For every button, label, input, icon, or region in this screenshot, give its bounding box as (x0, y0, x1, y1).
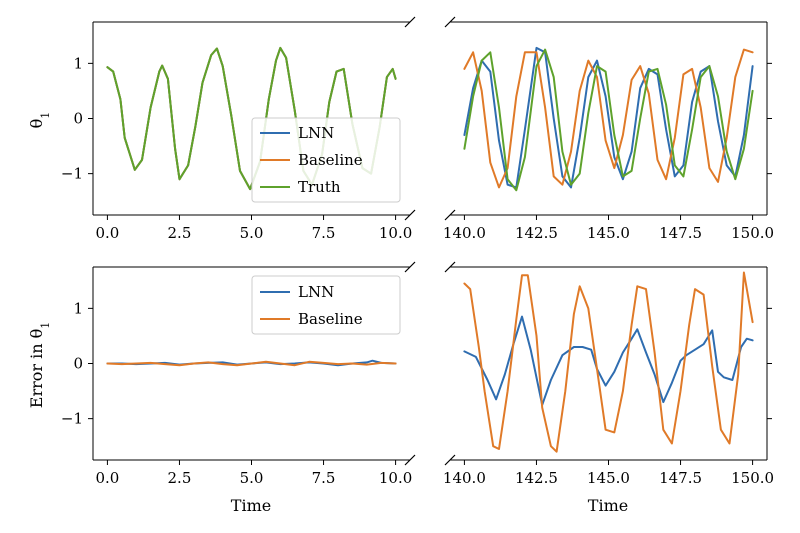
y-tick-label-bottom-left-0: −1 (61, 410, 83, 428)
series-line-bottom-left-baseline (106, 360, 397, 367)
legend-top-label-truth: Truth (298, 178, 341, 196)
y-tick-label-top-left-1: 0 (73, 110, 83, 128)
panel-top-left: 0.0 2.5 5.0 7.5 10.0 −1 0 1 (61, 16, 416, 242)
legend-bottom: LNN Baseline (251, 275, 401, 335)
series-line-bottom-right-baseline (463, 271, 754, 453)
y-tick-label-bottom-left-1: 0 (73, 355, 83, 373)
x-tick-label-top-left-4: 10.0 (379, 224, 412, 242)
x-tick-label-top-right-3: 147.5 (659, 224, 702, 242)
x-tick-label-top-right-2: 145.0 (587, 224, 630, 242)
x-tick-label-top-left-3: 7.5 (312, 224, 336, 242)
x-tick-label-top-right-1: 142.5 (515, 224, 558, 242)
x-tick-label-bottom-right-1: 142.5 (515, 469, 558, 487)
legend-top-label-lnn: LNN (298, 124, 334, 142)
legend-top-box (251, 117, 401, 203)
panel-bottom-right: 140.0 142.5 145.0 147.5 150.0 (443, 261, 774, 487)
x-tick-label-bottom-left-3: 7.5 (312, 469, 336, 487)
x-tick-label-bottom-right-0: 140.0 (443, 469, 486, 487)
x-axis-title-bottom-right: Time (588, 496, 628, 515)
x-tick-label-bottom-left-1: 2.5 (168, 469, 192, 487)
series-line-bottom-right-lnn (463, 315, 754, 406)
y-axis-title-bottom: Error in θ1 (27, 322, 52, 408)
axis-break-mark-top-left-0 (404, 16, 416, 28)
x-tick-label-top-left-2: 5.0 (240, 224, 264, 242)
x-tick-label-bottom-left-0: 0.0 (95, 469, 119, 487)
x-tick-label-top-left-1: 2.5 (168, 224, 192, 242)
series-line-top-left-truth (106, 46, 397, 191)
x-tick-label-top-left-0: 0.0 (95, 224, 119, 242)
axis-break-mark-top-left-1 (404, 209, 416, 221)
axis-break-mark-bottom-left-0 (404, 261, 416, 273)
x-tick-label-top-right-0: 140.0 (443, 224, 486, 242)
x-tick-label-bottom-right-2: 145.0 (587, 469, 630, 487)
y-tick-label-bottom-left-2: 1 (73, 299, 83, 317)
series-line-top-right-truth (463, 48, 754, 192)
axis-break-mark-top-right-0 (444, 16, 456, 28)
axis-break-mark-bottom-right-0 (444, 261, 456, 273)
axis-break-mark-bottom-left-1 (404, 454, 416, 466)
x-axis-title-bottom-left: Time (231, 496, 271, 515)
x-tick-label-top-right-4: 150.0 (731, 224, 774, 242)
series-line-top-right-baseline (463, 48, 754, 189)
axis-break-mark-top-right-1 (444, 209, 456, 221)
legend-top-label-baseline: Baseline (298, 151, 363, 169)
legend-bottom-label-lnn: LNN (298, 283, 334, 301)
x-tick-label-bottom-left-4: 10.0 (379, 469, 412, 487)
y-tick-label-top-left-2: 1 (73, 54, 83, 72)
y-axis-title-top: θ1 (27, 112, 52, 129)
panel-top-right: 140.0 142.5 145.0 147.5 150.0 (443, 16, 774, 242)
x-tick-label-bottom-right-4: 150.0 (731, 469, 774, 487)
y-tick-label-top-left-0: −1 (61, 165, 83, 183)
panel-bottom-left: 0.0 2.5 5.0 7.5 10.0 −1 0 1 (61, 261, 416, 487)
x-tick-label-bottom-left-2: 5.0 (240, 469, 264, 487)
x-tick-label-bottom-right-3: 147.5 (659, 469, 702, 487)
axis-break-mark-bottom-right-1 (444, 454, 456, 466)
legend-top: LNN Baseline Truth (251, 117, 401, 203)
legend-bottom-label-baseline: Baseline (298, 310, 363, 328)
